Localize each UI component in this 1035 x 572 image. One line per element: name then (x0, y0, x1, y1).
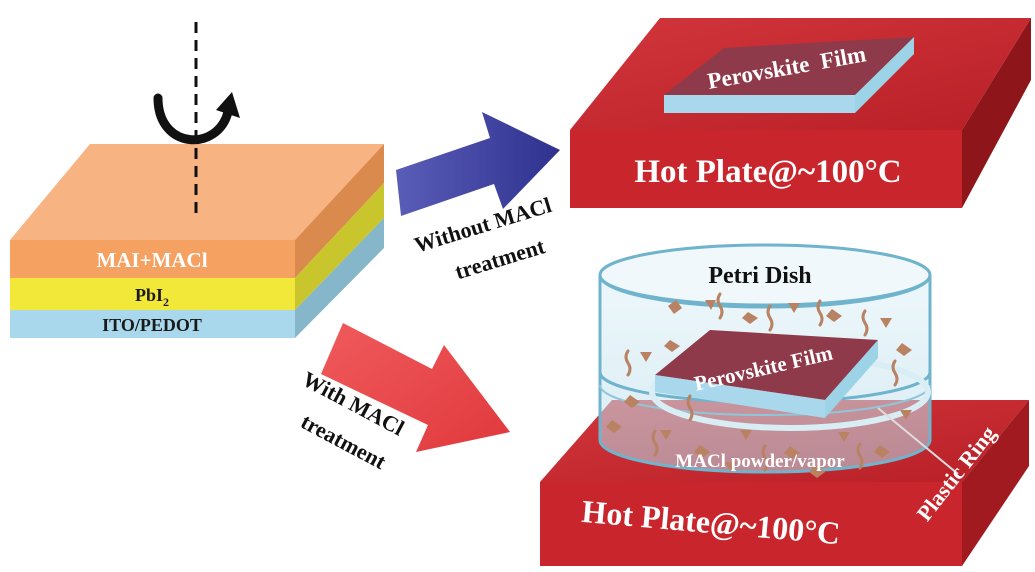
arrow-without-treatment: Without MACl treatment (396, 112, 560, 284)
rotation-arrow-icon (158, 98, 228, 140)
label-mai-macl: MAI+MACl (96, 248, 207, 272)
powder-label: MACl powder/vapor (675, 451, 845, 472)
top-plate-label: Hot Plate@~100°C (634, 154, 901, 190)
dish-label: Petri Dish (708, 263, 811, 289)
top-film-front (664, 95, 855, 113)
label-ito-pedot: ITO/PEDOT (102, 315, 202, 335)
arrow-with-treatment: With MACl treatment (297, 323, 510, 474)
top-hot-plate: Hot Plate@~100°C Perovskite Film (570, 18, 1031, 208)
